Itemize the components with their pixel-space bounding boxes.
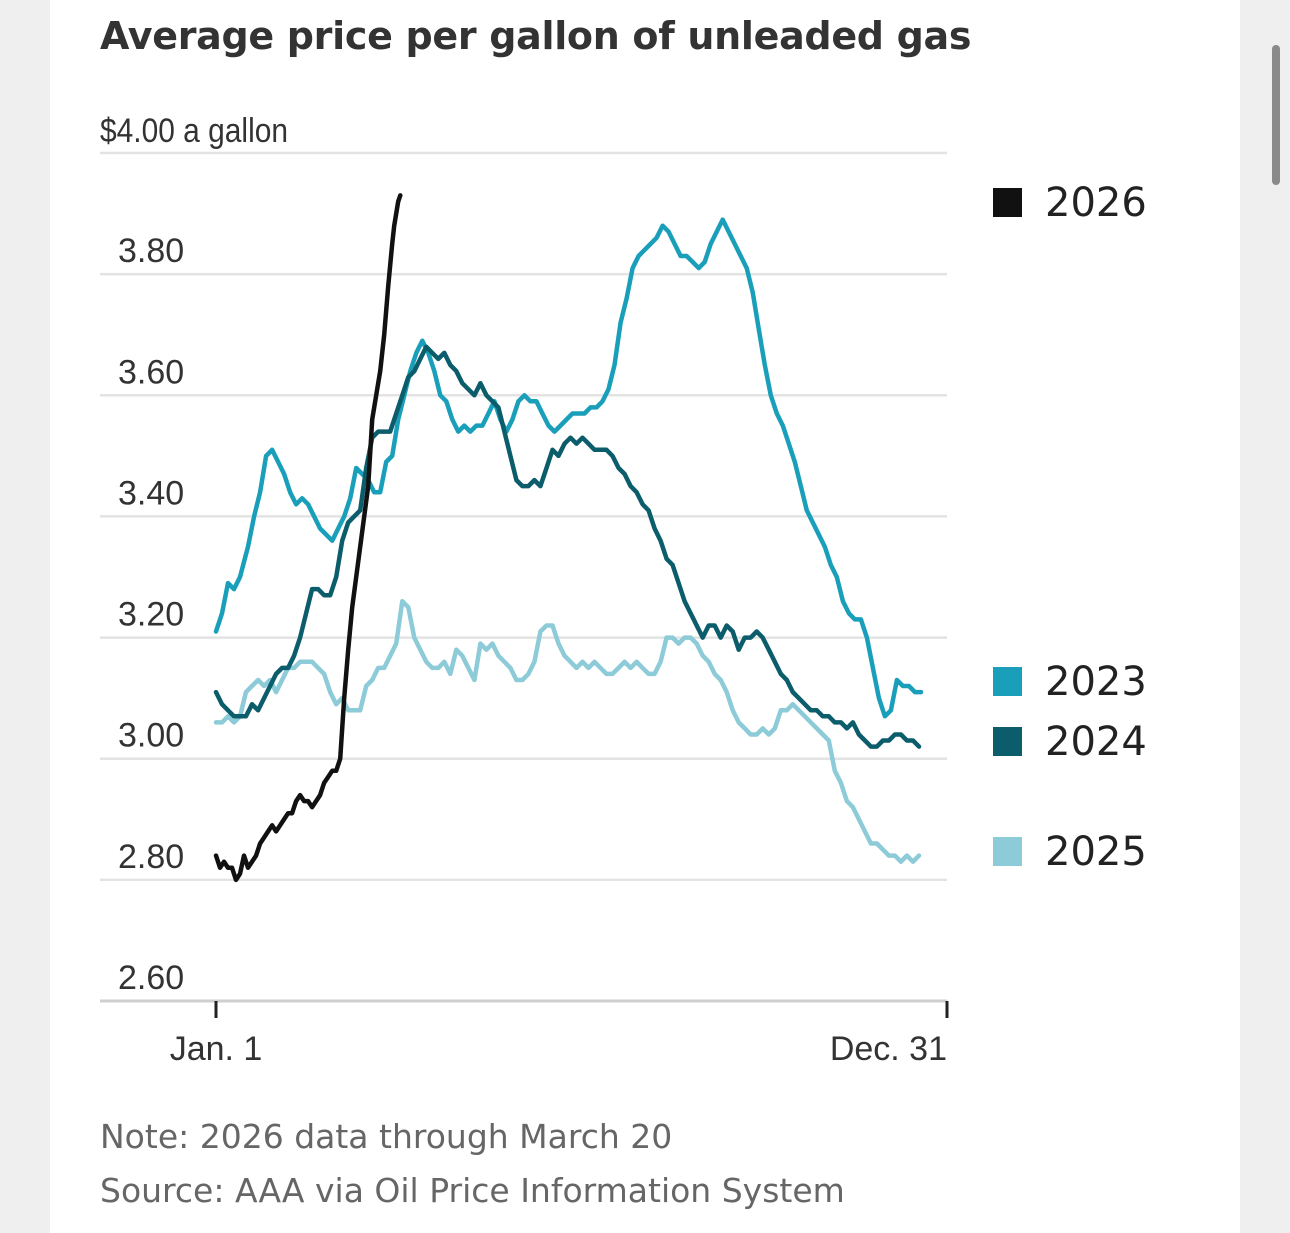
y-tick-label: 2.60	[118, 959, 184, 997]
series-line-2026	[213, 193, 403, 883]
legend-label-2024: 2024	[1045, 719, 1147, 765]
legend-label-2025: 2025	[1045, 829, 1147, 875]
y-tick-label: 3.40	[118, 474, 184, 512]
y-tick-label: 3.80	[118, 232, 184, 270]
legend-label-2026: 2026	[1045, 180, 1147, 226]
scrollbar-thumb[interactable]	[1272, 45, 1280, 185]
series-line-2023	[213, 217, 924, 719]
chart-footnote: Note: 2026 data through March 20 Source:…	[100, 1110, 845, 1218]
gridlines	[100, 151, 947, 1003]
legend-swatch-2025	[993, 837, 1022, 866]
legend-swatch-2024	[993, 727, 1022, 756]
y-tick-label: 3.20	[118, 596, 184, 634]
legend: 2026 2023 2024 2025	[993, 180, 1147, 875]
legend-swatch-2023	[993, 667, 1022, 696]
series-line-2025	[213, 598, 922, 864]
legend-swatch-2026	[993, 188, 1022, 217]
source-text: Source: AAA via Oil Price Information Sy…	[100, 1171, 845, 1210]
y-tick-label: 3.00	[118, 717, 184, 755]
series-lines	[213, 193, 924, 883]
y-axis-tick-labels: 3.80 3.60 3.40 3.20 3.00 2.80 2.60	[118, 232, 184, 997]
x-axis: Jan. 1 Dec. 31	[170, 1001, 949, 1068]
y-tick-label: 2.80	[118, 838, 184, 876]
y-axis-unit-label: $4.00 a gallon	[100, 112, 289, 150]
chart-title: Average price per gallon of unleaded gas	[100, 14, 972, 58]
x-tick-label: Jan. 1	[170, 1030, 263, 1068]
series-line-2024	[213, 344, 922, 749]
legend-label-2023: 2023	[1045, 659, 1147, 705]
note-text: Note: 2026 data through March 20	[100, 1117, 673, 1156]
x-tick-label: Dec. 31	[830, 1030, 947, 1068]
y-tick-label: 3.60	[118, 353, 184, 391]
chart-card	[50, 0, 1240, 1233]
